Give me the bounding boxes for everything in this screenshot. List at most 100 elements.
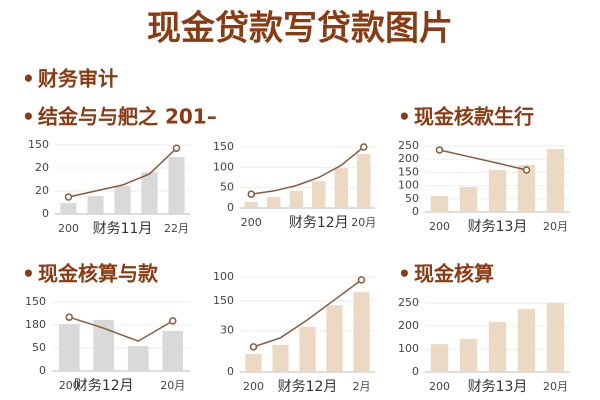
y-tick-label: 0 bbox=[227, 201, 234, 214]
bar bbox=[430, 195, 449, 212]
heading-bullet: • bbox=[22, 67, 35, 91]
y-tick-label: 250 bbox=[398, 139, 419, 152]
heading-bullet: • bbox=[22, 105, 35, 129]
y-tick-label: 0 bbox=[42, 207, 49, 220]
bar bbox=[312, 181, 326, 208]
y-tick-label: 0 bbox=[227, 365, 234, 378]
bar bbox=[517, 309, 536, 372]
x-tick-label: 200 bbox=[241, 216, 262, 229]
bar bbox=[334, 168, 348, 208]
bar bbox=[141, 172, 158, 214]
bar bbox=[244, 201, 258, 208]
x-tick-label: 财务12月 bbox=[289, 215, 349, 231]
y-tick-label: 200 bbox=[398, 319, 419, 332]
y-tick-label: 150 bbox=[213, 140, 234, 153]
heading-bullet: • bbox=[22, 262, 35, 286]
x-tick-label: 财务11月 bbox=[93, 221, 153, 237]
x-tick-label: 20月 bbox=[351, 216, 376, 229]
section-heading: 财务审计 bbox=[38, 67, 118, 91]
line bbox=[439, 149, 527, 171]
section-heading: 现金核款生行 bbox=[414, 105, 534, 129]
x-tick-label: 财务12月 bbox=[278, 379, 338, 395]
line-marker bbox=[435, 146, 444, 154]
x-tick-label: 20月 bbox=[160, 379, 185, 392]
bar bbox=[93, 319, 115, 371]
y-tick-label: 150 bbox=[28, 138, 49, 151]
y-tick-label: 100 bbox=[213, 270, 234, 283]
x-tick-label: 20月 bbox=[543, 220, 568, 233]
line-marker bbox=[169, 317, 177, 325]
bar bbox=[459, 186, 478, 212]
bar bbox=[546, 303, 565, 372]
bar bbox=[517, 165, 536, 212]
line-marker bbox=[249, 343, 258, 351]
x-tick-label: 200 bbox=[429, 220, 450, 233]
y-tick-label: 250 bbox=[398, 296, 419, 309]
line-marker bbox=[357, 276, 366, 284]
y-tick-label: 100 bbox=[213, 160, 234, 173]
heading-bullet: • bbox=[398, 262, 411, 286]
line bbox=[253, 279, 362, 348]
bar bbox=[58, 324, 80, 371]
line bbox=[68, 147, 178, 198]
y-tick-label: 100 bbox=[398, 342, 419, 355]
section-heading: 现金核算与款 bbox=[38, 262, 159, 286]
bar bbox=[127, 346, 149, 371]
bar bbox=[430, 344, 449, 372]
y-tick-label: 150 bbox=[398, 165, 419, 178]
section-heading: 结金与与舥之 201– bbox=[38, 105, 217, 129]
bar bbox=[162, 330, 184, 371]
bar bbox=[488, 170, 507, 212]
y-tick-label: 150 bbox=[213, 294, 234, 307]
line-marker bbox=[64, 193, 73, 201]
y-tick-label: 150 bbox=[25, 295, 46, 308]
bar bbox=[245, 353, 262, 372]
line bbox=[69, 316, 174, 342]
bar bbox=[114, 185, 131, 214]
bar bbox=[488, 322, 507, 372]
y-tick-label: 200 bbox=[398, 152, 419, 165]
bar bbox=[267, 197, 281, 208]
x-tick-label: 财务13月 bbox=[468, 219, 528, 235]
x-tick-label: 200 bbox=[243, 380, 264, 393]
line-marker bbox=[522, 166, 531, 174]
line-marker bbox=[65, 313, 73, 321]
bar bbox=[357, 153, 371, 208]
x-tick-label: 财务12月 bbox=[74, 378, 134, 394]
page-title: 现金贷款写贷款图片 bbox=[147, 9, 453, 49]
y-tick-label: 0 bbox=[412, 365, 419, 378]
bar bbox=[60, 202, 77, 214]
y-tick-label: 0 bbox=[412, 205, 419, 218]
y-tick-label: 30 bbox=[220, 324, 234, 337]
bar bbox=[546, 148, 565, 212]
y-tick-label: 100 bbox=[398, 179, 419, 192]
bar bbox=[459, 338, 478, 372]
y-tick-label: 0 bbox=[39, 364, 46, 377]
x-tick-label: 200 bbox=[429, 380, 450, 393]
x-tick-label: 200 bbox=[58, 222, 79, 235]
y-tick-label: 50 bbox=[220, 181, 234, 194]
y-tick-label: 50 bbox=[32, 341, 46, 354]
bar bbox=[353, 292, 370, 372]
y-tick-label: 20 bbox=[35, 161, 49, 174]
y-tick-label: 180 bbox=[25, 318, 46, 331]
heading-bullet: • bbox=[398, 105, 411, 129]
x-tick-label: 财务13月 bbox=[468, 379, 528, 395]
x-tick-label: 22月 bbox=[164, 222, 189, 235]
line bbox=[251, 146, 365, 195]
line-marker bbox=[247, 190, 255, 198]
bar bbox=[299, 326, 316, 372]
bar bbox=[168, 156, 185, 214]
bar bbox=[87, 196, 104, 214]
x-tick-label: 20月 bbox=[543, 380, 568, 393]
bar bbox=[289, 190, 303, 208]
line-marker bbox=[360, 143, 368, 151]
x-tick-label: 2月 bbox=[353, 380, 371, 393]
x-tick-label: 200 bbox=[59, 379, 80, 392]
y-tick-label: 20 bbox=[35, 184, 49, 197]
bar bbox=[272, 344, 289, 372]
bar bbox=[326, 305, 343, 372]
section-heading: 现金核算 bbox=[414, 262, 494, 286]
line-marker bbox=[172, 144, 181, 152]
